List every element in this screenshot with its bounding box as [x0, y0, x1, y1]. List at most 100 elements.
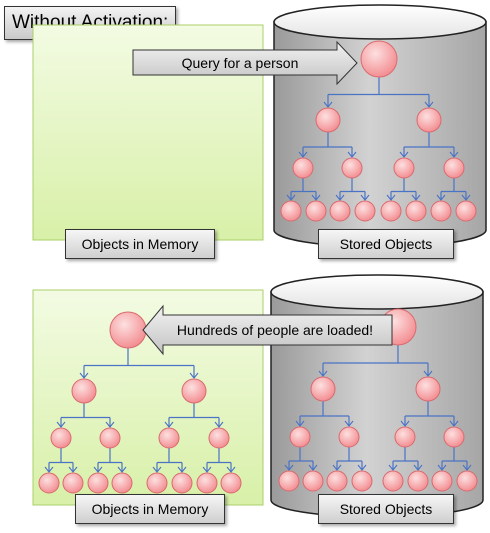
object-node — [405, 200, 427, 222]
tree-edge-arrowhead — [335, 194, 345, 201]
tree-edge — [322, 345, 429, 376]
tree-edge — [299, 401, 350, 426]
object-node — [393, 157, 415, 179]
tree-edge — [290, 178, 317, 200]
memory-label-top: Objects in Memory — [65, 229, 215, 259]
tree-nodes — [280, 40, 477, 222]
object-node — [196, 472, 218, 494]
tree-edge — [156, 448, 183, 472]
object-node — [38, 472, 60, 494]
tree-edge-arrowhead — [189, 372, 199, 379]
object-node — [394, 426, 416, 448]
tree-edge — [327, 77, 430, 107]
object-node — [278, 470, 300, 492]
object-node — [341, 157, 363, 179]
database-cylinder-bottom — [270, 274, 484, 518]
tree-nodes — [38, 311, 242, 494]
tree-edge — [339, 178, 366, 200]
tree-edge-arrowhead — [152, 466, 162, 473]
tree-edge-arrowhead — [360, 194, 370, 201]
tree-edge-arrowhead — [462, 464, 472, 471]
tree-edge-arrowhead — [286, 194, 296, 201]
object-node — [354, 200, 376, 222]
tree-edge-arrowhead — [177, 466, 187, 473]
query-arrow: Query for a person — [132, 40, 358, 86]
tree-edge — [336, 447, 363, 470]
object-node — [111, 472, 133, 494]
object-node — [351, 470, 373, 492]
stored-object-tree-top — [280, 40, 477, 222]
object-node — [455, 200, 477, 222]
object-node — [326, 470, 348, 492]
memory-object-tree-bottom — [38, 311, 242, 494]
tree-edge — [60, 403, 111, 427]
tree-edge — [302, 132, 353, 157]
tree-edge-arrowhead — [411, 194, 421, 201]
object-node — [280, 200, 302, 222]
object-node — [71, 378, 97, 404]
object-node — [380, 200, 402, 222]
tree-edge-arrowhead — [226, 466, 236, 473]
tree-edge-arrowhead — [436, 194, 446, 201]
tree-edges — [44, 348, 236, 473]
tree-edge-arrowhead — [93, 466, 103, 473]
tree-edge — [168, 403, 220, 427]
tree-edge-arrowhead — [400, 420, 410, 427]
object-node — [146, 472, 168, 494]
object-node — [181, 378, 207, 404]
tree-edge-arrowhead — [214, 421, 224, 428]
tree-edge-arrowhead — [44, 466, 54, 473]
object-node — [431, 470, 453, 492]
tree-edge — [441, 447, 468, 470]
tree-edge-arrowhead — [79, 372, 89, 379]
tree-edge-arrowhead — [347, 151, 357, 158]
tree-edge-arrowhead — [308, 464, 318, 471]
object-node — [158, 427, 180, 449]
tree-edge-arrowhead — [449, 420, 459, 427]
query-arrow-label: Query for a person — [182, 55, 299, 71]
tree-edge-arrowhead — [386, 194, 396, 201]
tree-edge-arrowhead — [318, 370, 328, 377]
tree-edge-arrowhead — [332, 464, 342, 471]
object-node — [305, 200, 327, 222]
tree-edge-arrowhead — [323, 101, 333, 108]
tree-edge-arrowhead — [399, 151, 409, 158]
tree-edge — [97, 448, 123, 472]
tree-edge-arrowhead — [449, 151, 459, 158]
tree-edges — [286, 77, 471, 201]
tree-edge-arrowhead — [344, 420, 354, 427]
tree-edge-arrowhead — [424, 101, 434, 108]
object-node — [329, 200, 351, 222]
tree-edge-arrowhead — [284, 464, 294, 471]
tree-edge-arrowhead — [437, 464, 447, 471]
tree-edge-arrowhead — [461, 194, 471, 201]
object-node — [292, 157, 314, 179]
object-node — [50, 427, 72, 449]
object-node — [220, 472, 242, 494]
memory-label-bottom: Objects in Memory — [75, 494, 225, 524]
object-node — [456, 470, 478, 492]
object-node — [382, 470, 404, 492]
tree-edge-arrowhead — [388, 464, 398, 471]
stored-label-bottom: Stored Objects — [318, 494, 454, 524]
object-node — [430, 200, 452, 222]
object-node — [109, 311, 147, 349]
tree-edge-arrowhead — [164, 421, 174, 428]
tree-edge — [48, 448, 74, 472]
tree-edge-arrowhead — [357, 464, 367, 471]
tree-edge — [392, 447, 419, 470]
tree-edges — [284, 345, 472, 471]
tree-edge-arrowhead — [295, 420, 305, 427]
object-node — [62, 472, 84, 494]
tree-edge-arrowhead — [117, 466, 127, 473]
object-node — [415, 376, 441, 402]
object-node — [416, 107, 442, 133]
object-node — [443, 157, 465, 179]
object-node — [208, 427, 230, 449]
object-node — [171, 472, 193, 494]
object-node — [338, 426, 360, 448]
object-node — [443, 426, 465, 448]
object-node — [407, 470, 429, 492]
object-node — [315, 107, 341, 133]
tree-edge — [404, 401, 455, 426]
